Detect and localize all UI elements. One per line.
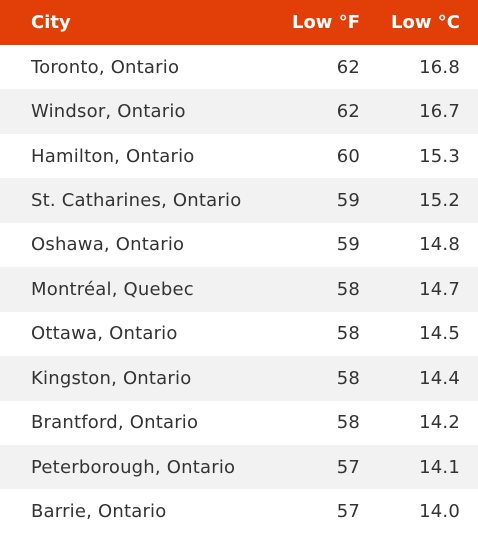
table-row: Brantford, Ontario 58 14.2 <box>0 401 478 445</box>
cell-city: Windsor, Ontario <box>31 101 186 123</box>
cell-low-f: 57 <box>336 501 360 523</box>
cell-low-f: 58 <box>336 412 360 434</box>
cell-low-f: 62 <box>336 101 360 123</box>
cell-low-f: 62 <box>336 56 360 78</box>
cell-city: Barrie, Ontario <box>31 501 167 523</box>
table-row: Hamilton, Ontario 60 15.3 <box>0 134 478 178</box>
table-row: Oshawa, Ontario 59 14.8 <box>0 223 478 267</box>
table-row: Toronto, Ontario 62 16.8 <box>0 45 478 89</box>
cell-low-f: 60 <box>336 145 360 167</box>
cell-low-c: 14.0 <box>419 501 460 523</box>
column-header-low-f[interactable]: Low °F <box>291 12 360 33</box>
table-row: Windsor, Ontario 62 16.7 <box>0 89 478 134</box>
cell-low-c: 14.5 <box>419 323 460 345</box>
table-row: St. Catharines, Ontario 59 15.2 <box>0 178 478 223</box>
cell-low-c: 14.2 <box>419 412 460 434</box>
table-header: City Low °F Low °C <box>0 0 478 45</box>
cell-city: Peterborough, Ontario <box>31 456 236 478</box>
cell-low-f: 57 <box>336 456 360 478</box>
cell-low-c: 14.1 <box>419 456 460 478</box>
table-row: Kingston, Ontario 58 14.4 <box>0 356 478 401</box>
cell-low-c: 14.8 <box>419 234 460 256</box>
cell-low-f: 58 <box>336 278 360 300</box>
table-row: Barrie, Ontario 57 14.0 <box>0 489 478 533</box>
table-row: Peterborough, Ontario 57 14.1 <box>0 444 478 490</box>
cell-low-f: 59 <box>336 234 360 256</box>
cell-low-f: 58 <box>336 323 360 345</box>
cell-low-c: 15.3 <box>419 145 460 167</box>
cell-city: Oshawa, Ontario <box>31 234 185 256</box>
cell-low-f: 58 <box>336 367 360 389</box>
table-row: Montréal, Quebec 58 14.7 <box>0 267 478 312</box>
cell-low-f: 59 <box>336 190 360 212</box>
column-header-city[interactable]: City <box>31 12 71 33</box>
cell-low-c: 14.4 <box>419 367 460 389</box>
column-header-low-c[interactable]: Low °C <box>391 12 460 33</box>
cell-low-c: 14.7 <box>419 278 460 300</box>
cell-city: Toronto, Ontario <box>31 56 180 78</box>
cell-city: Hamilton, Ontario <box>31 145 195 167</box>
cell-low-c: 15.2 <box>419 190 460 212</box>
cell-low-c: 16.8 <box>419 56 460 78</box>
cell-low-c: 16.7 <box>419 101 460 123</box>
cell-city: Kingston, Ontario <box>31 367 192 389</box>
cell-city: Ottawa, Ontario <box>31 323 178 345</box>
cell-city: Brantford, Ontario <box>31 412 199 434</box>
cell-city: Montréal, Quebec <box>31 278 194 300</box>
cell-city: St. Catharines, Ontario <box>31 190 242 212</box>
table-row: Ottawa, Ontario 58 14.5 <box>0 312 478 356</box>
